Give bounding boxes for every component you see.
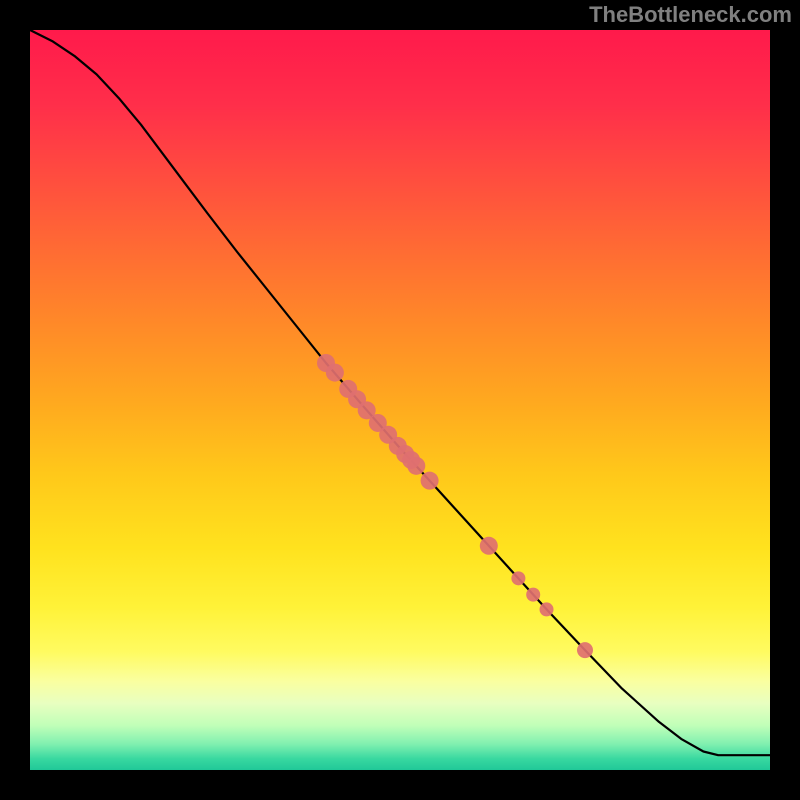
data-point [326, 364, 344, 382]
plot-area [30, 30, 770, 770]
chart-container: TheBottleneck.com [0, 0, 800, 800]
plot-svg [30, 30, 770, 770]
gradient-background [30, 30, 770, 770]
data-point [511, 571, 525, 585]
data-point [526, 588, 540, 602]
data-point [421, 472, 439, 490]
watermark-text: TheBottleneck.com [589, 2, 792, 28]
data-point [540, 602, 554, 616]
data-point [480, 537, 498, 555]
data-point [577, 642, 593, 658]
data-point [407, 457, 425, 475]
